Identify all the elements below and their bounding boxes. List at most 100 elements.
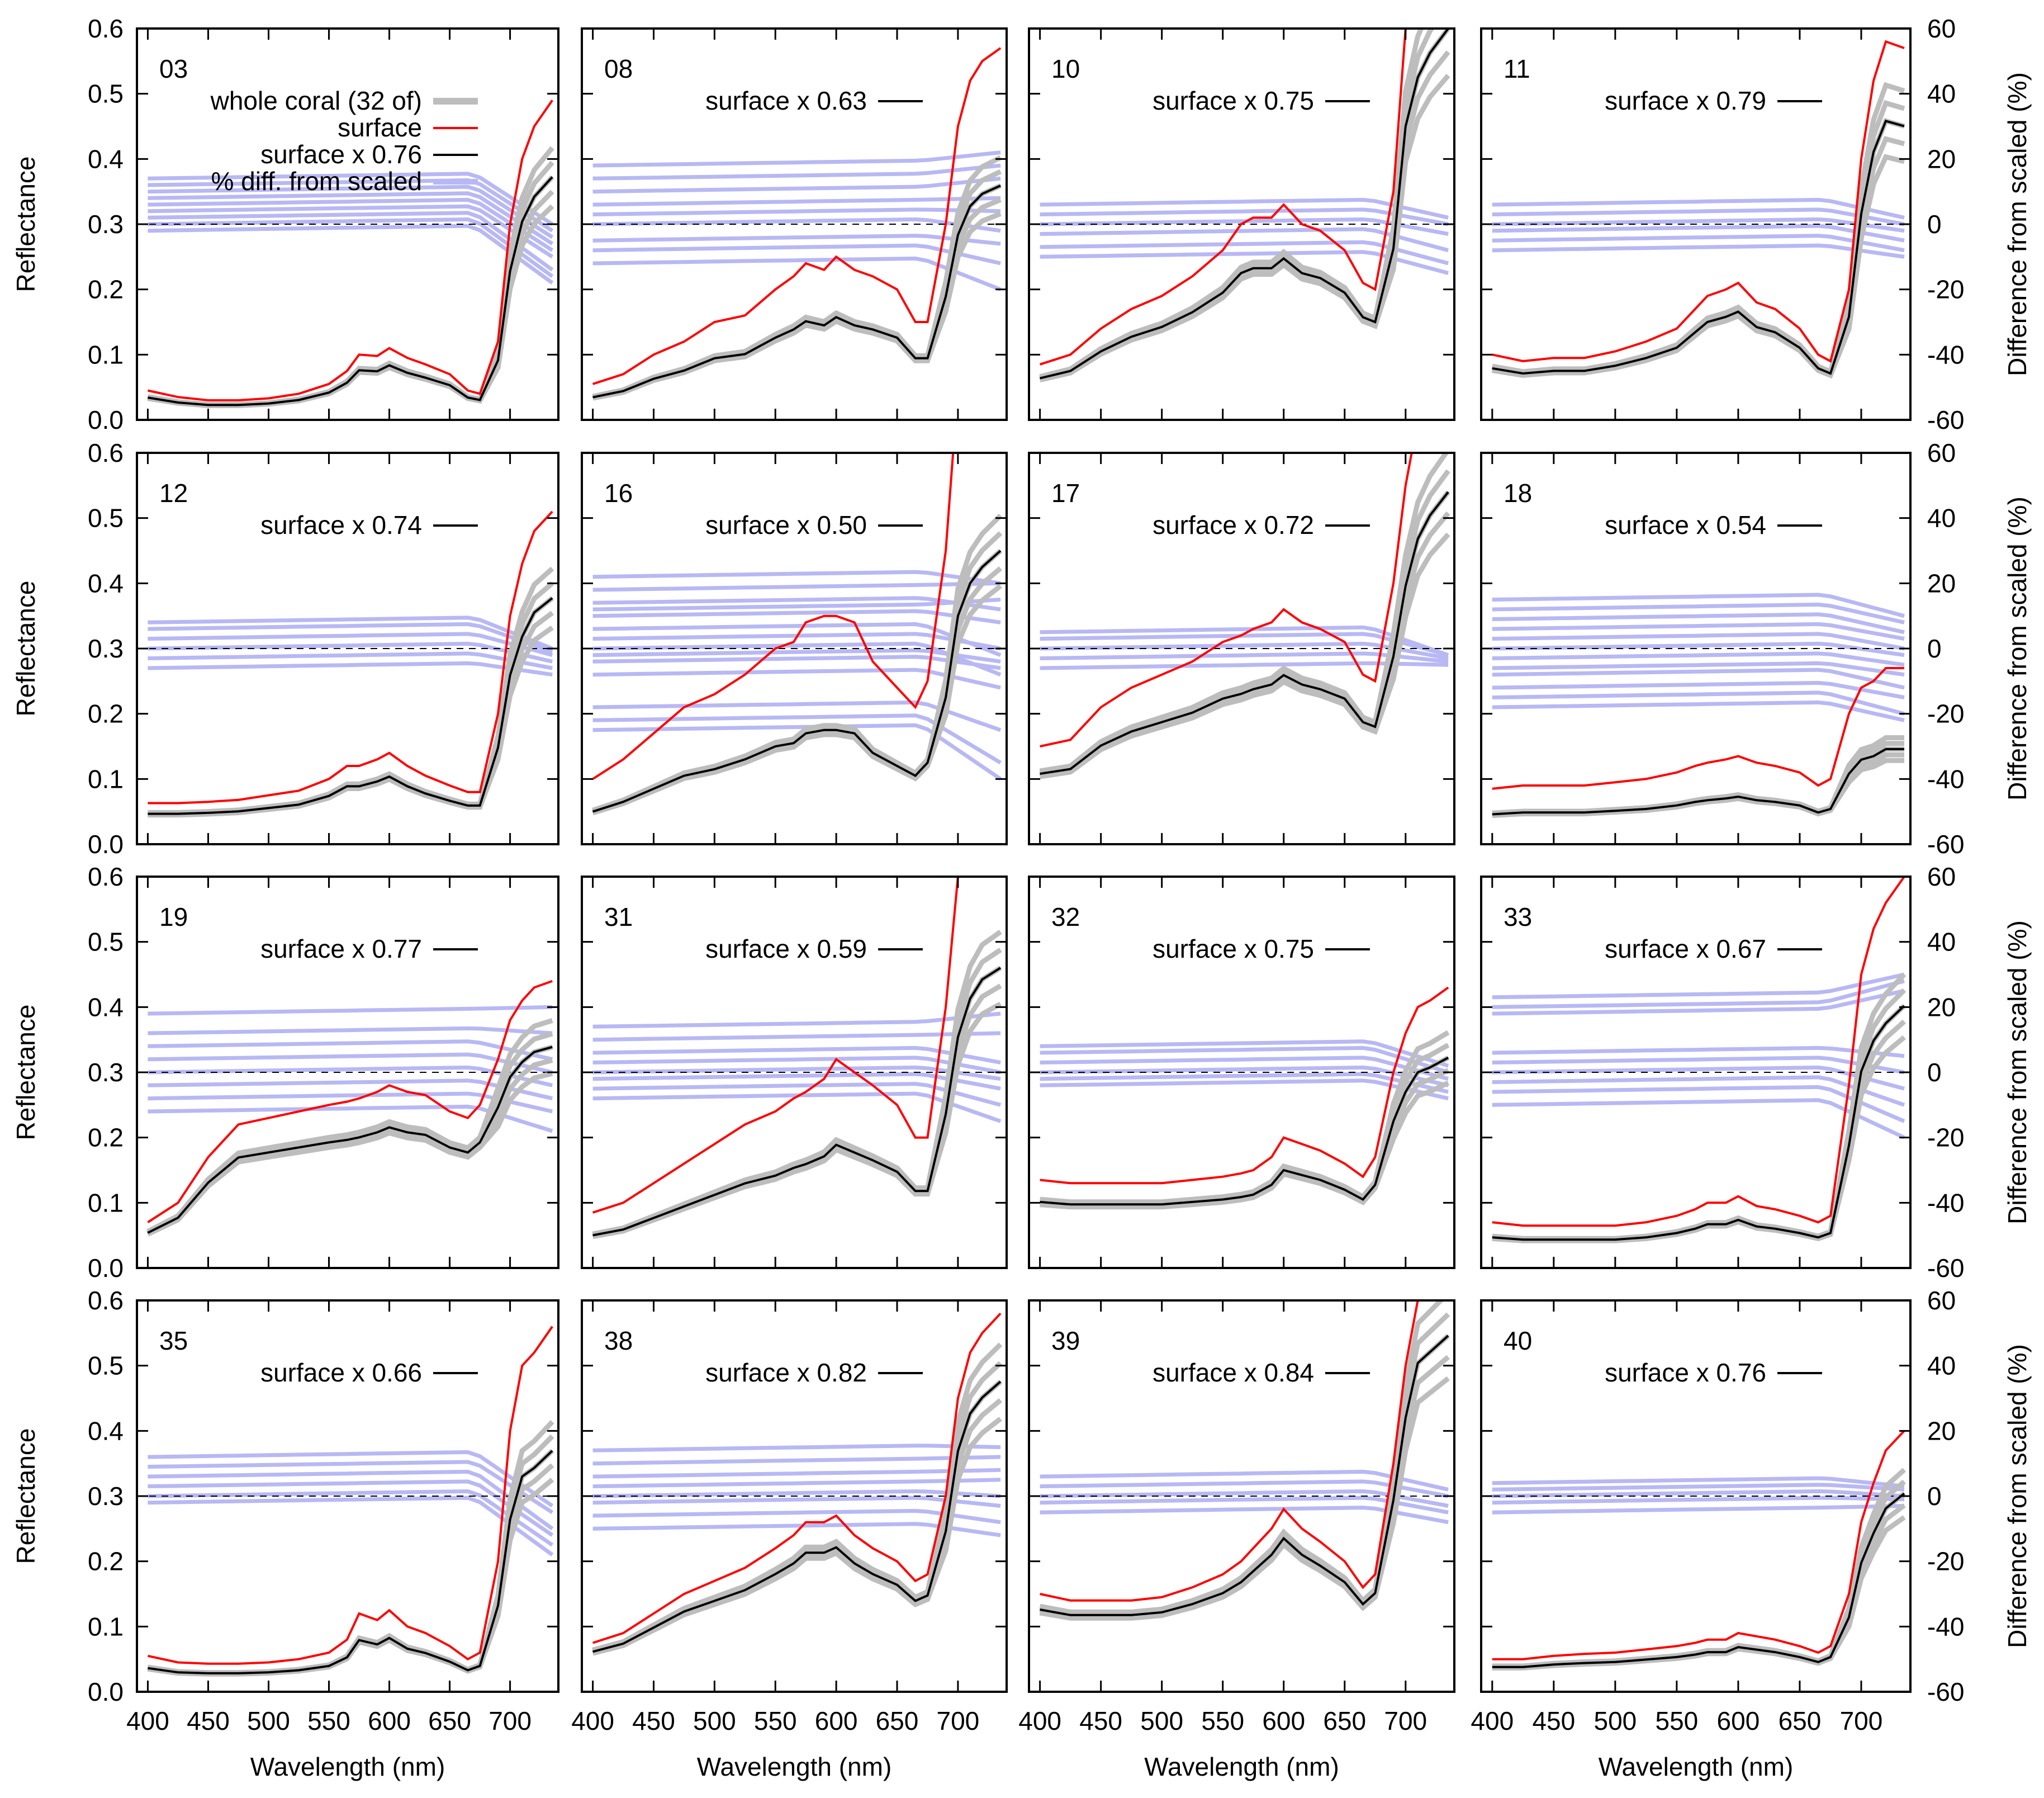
y2-tick-label: -20 <box>1927 275 1964 304</box>
diff-line <box>148 616 553 651</box>
plot-area <box>1481 877 1910 1243</box>
y-tick-label: 0.5 <box>88 504 124 533</box>
plot-area <box>1481 1430 1910 1671</box>
y2-tick-label: 60 <box>1927 14 1956 43</box>
y-axis-label: Reflectance <box>11 1428 40 1564</box>
surface-line <box>1040 453 1413 747</box>
x-axis-label: Wavelength (nm) <box>1144 1752 1339 1781</box>
plot-area <box>137 1326 558 1677</box>
diff-line <box>1492 1483 1905 1492</box>
panel-label: 19 <box>159 902 188 931</box>
diff-line <box>1492 661 1905 677</box>
x-tick-label: 600 <box>368 1706 411 1735</box>
y2-tick-label: -40 <box>1927 1612 1964 1641</box>
y2-tick-label: -40 <box>1927 1188 1964 1217</box>
diff-line <box>148 1479 554 1537</box>
whole-coral-line <box>592 948 1002 1237</box>
whole-coral-line <box>1039 29 1424 379</box>
scaled-surface-line <box>592 967 1002 1237</box>
plot-area <box>1029 29 1454 382</box>
diff-line <box>592 1468 1001 1479</box>
whole-coral-line <box>1492 82 1905 375</box>
y2-axis-label: Difference from scaled (%) <box>2003 920 2032 1224</box>
whole-coral-line <box>1039 1300 1445 1615</box>
x-tick-label: 700 <box>1384 1706 1427 1735</box>
diff-line <box>592 207 1001 216</box>
y2-tick-label: 20 <box>1927 569 1956 598</box>
scaled-surface-line <box>592 184 1001 399</box>
y-tick-label: 0.3 <box>88 1058 124 1087</box>
y-tick-label: 0.0 <box>88 1253 124 1283</box>
panel-label: 16 <box>604 479 633 508</box>
diff-line <box>148 1026 553 1035</box>
scaled-surface-line <box>1492 1005 1905 1241</box>
diff-line <box>1040 651 1449 664</box>
scaled-surface-line <box>592 1380 1002 1653</box>
y-tick-label: 0.5 <box>88 79 124 108</box>
legend-label: surface x 0.75 <box>1153 86 1314 115</box>
surface-line <box>1492 40 1905 363</box>
legend-label: % diff. from scaled <box>211 167 422 196</box>
diff-line <box>1040 625 1449 657</box>
whole-coral-line <box>592 183 1002 400</box>
plot-area <box>1029 1300 1454 1621</box>
whole-coral-line <box>1492 988 1907 1242</box>
legend-label: surface x 0.79 <box>1605 86 1766 115</box>
y-axis-label: Reflectance <box>11 581 40 717</box>
x-tick-label: 650 <box>1779 1706 1822 1735</box>
x-tick-label: 400 <box>571 1706 614 1735</box>
y2-tick-label: -20 <box>1927 1547 1964 1576</box>
panel-label: 40 <box>1504 1326 1532 1355</box>
diff-line <box>1492 1504 1905 1515</box>
x-tick-label: 450 <box>187 1706 230 1735</box>
diff-line <box>148 172 554 226</box>
legend-label: surface x 0.54 <box>1605 510 1766 540</box>
x-tick-label: 450 <box>632 1706 675 1735</box>
diff-line <box>592 700 1002 732</box>
surface-line <box>148 510 553 805</box>
diff-line <box>592 570 1001 585</box>
panel-08: 08 surface x 0.63 <box>581 27 1008 421</box>
scaled-surface-line <box>1040 29 1449 380</box>
whole-coral-line <box>592 930 1002 1237</box>
panel-label: 39 <box>1051 1326 1080 1355</box>
y2-axis-label: Difference from scaled (%) <box>2003 1344 2032 1648</box>
y-tick-label: 0.0 <box>88 830 124 859</box>
diff-line <box>592 1455 1001 1466</box>
panel-39: 400 450 500 550 600 650 700 39 surface x 0.84 Wav… <box>1018 1299 1455 1781</box>
scaled-surface-line <box>592 550 1002 813</box>
diff-line <box>592 196 1001 207</box>
panel-18: -60 -40 -20 0 20 40 60 18 surface x 0.54 Differen… <box>1480 438 2032 859</box>
scaled-surface-line <box>148 176 553 406</box>
diff-line <box>592 176 1001 194</box>
y2-tick-label: 40 <box>1927 1351 1956 1380</box>
y2-tick-label: 40 <box>1927 928 1956 957</box>
diff-line <box>148 1005 553 1016</box>
legend-label: surface x 0.77 <box>260 934 422 963</box>
diff-line <box>1492 1476 1905 1488</box>
diff-line <box>592 609 1001 624</box>
diff-line <box>1492 622 1905 641</box>
x-tick-label: 600 <box>815 1706 858 1735</box>
y-tick-label: 0.6 <box>88 1286 124 1315</box>
y-tick-label: 0.2 <box>88 699 124 728</box>
y2-tick-label: 0 <box>1927 1482 1942 1511</box>
diff-line <box>1492 979 1905 1009</box>
diff-line <box>1040 1045 1449 1075</box>
y2-tick-label: 0 <box>1927 634 1942 663</box>
x-tick-label: 700 <box>1840 1706 1883 1735</box>
x-tick-label: 550 <box>754 1706 797 1735</box>
panel-label: 10 <box>1051 54 1080 83</box>
diff-line <box>592 1478 1001 1488</box>
diff-line <box>1040 1056 1449 1081</box>
diff-line <box>148 217 554 278</box>
diff-line <box>1492 680 1905 699</box>
whole-coral-line <box>592 1361 1003 1654</box>
surface-line <box>592 453 955 780</box>
plot-area <box>582 1312 1007 1656</box>
diff-line <box>148 1039 553 1062</box>
legend-label: surface x 0.76 <box>260 140 422 169</box>
y2-tick-label: -20 <box>1927 1123 1964 1152</box>
surface-line <box>1492 877 1905 1227</box>
